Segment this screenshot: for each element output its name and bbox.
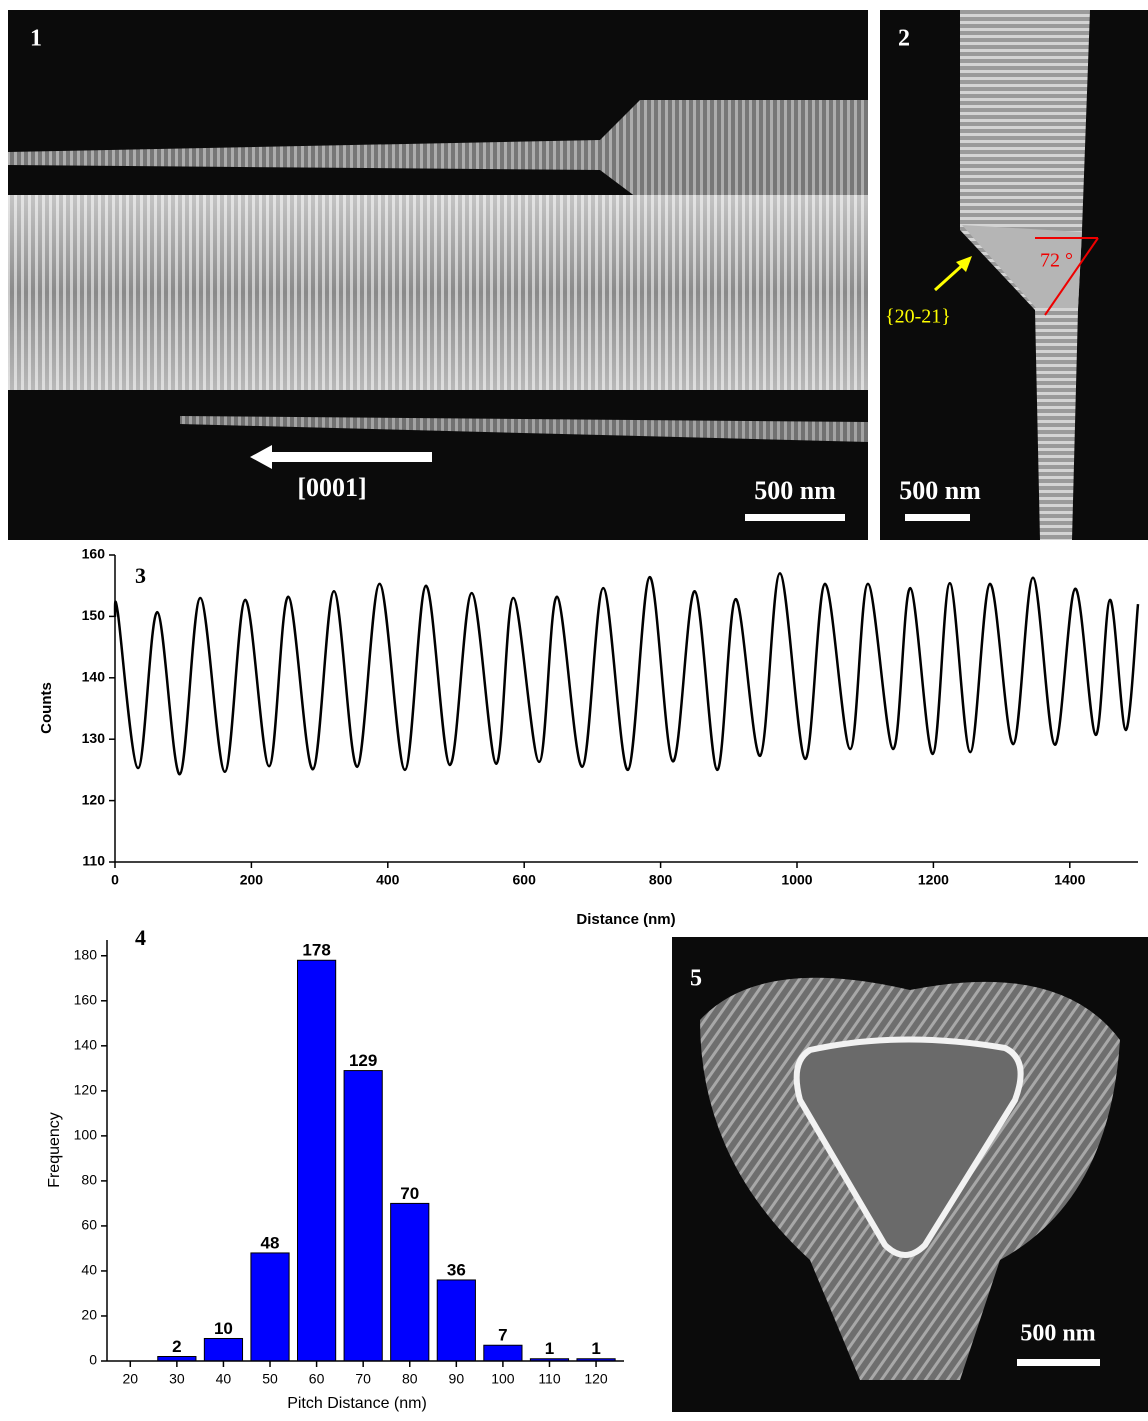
data-label: 7 [498, 1326, 507, 1345]
bar [250, 1252, 290, 1362]
data-label: 48 [261, 1233, 280, 1252]
panel-label: 2 [898, 26, 910, 52]
panel-label: 5 [690, 966, 702, 992]
scale-bar-label: 500 nm [899, 476, 981, 505]
y-tick-label: 110 [82, 853, 105, 869]
bar [390, 1202, 430, 1362]
x-tick-label: 70 [355, 1371, 371, 1387]
y-tick-label: 0 [89, 1352, 97, 1368]
x-tick-label: 600 [513, 872, 537, 888]
data-label: 2 [172, 1337, 181, 1356]
y-tick-label: 20 [81, 1307, 97, 1323]
x-tick-label: 20 [122, 1371, 138, 1387]
y-tick-label: 100 [74, 1127, 98, 1143]
x-tick-label: 400 [376, 872, 400, 888]
y-tick-label: 60 [81, 1217, 97, 1233]
x-tick-label: 1200 [918, 872, 949, 888]
data-label: 10 [214, 1319, 233, 1338]
data-label: 1 [545, 1339, 554, 1358]
y-tick-label: 140 [74, 1037, 98, 1053]
x-tick-label: 100 [491, 1371, 515, 1387]
y-tick-label: 120 [74, 1082, 98, 1098]
sem-panel-5: 5 500 nm [672, 937, 1148, 1412]
x-tick-label: 110 [538, 1371, 561, 1387]
angle-label: 72 ° [1040, 250, 1073, 272]
x-tick-label: 120 [584, 1371, 608, 1387]
y-tick-label: 130 [82, 730, 106, 746]
x-tick-label: 60 [309, 1371, 325, 1387]
facet-label: {20-21} [885, 306, 951, 328]
x-tick-label: 1400 [1054, 872, 1085, 888]
x-axis-title: Pitch Distance (nm) [287, 1395, 427, 1412]
sem-panel-1: 1 [0001] 500 nm [8, 10, 868, 540]
y-tick-label: 150 [82, 607, 106, 623]
scale-bar-label: 500 nm [1020, 1321, 1095, 1347]
bar [203, 1337, 244, 1362]
x-tick-label: 40 [216, 1371, 232, 1387]
y-tick-label: 160 [74, 991, 98, 1007]
y-tick-label: 40 [81, 1262, 97, 1278]
bar [343, 1070, 383, 1362]
data-label: 178 [302, 941, 330, 960]
y-tick-label: 180 [74, 946, 98, 962]
data-label: 36 [447, 1260, 466, 1279]
bar [483, 1344, 523, 1362]
bar [296, 959, 337, 1362]
x-tick-label: 1000 [781, 872, 812, 888]
y-tick-label: 80 [81, 1172, 97, 1188]
scale-bar-label: 500 nm [754, 476, 836, 505]
x-tick-label: 90 [449, 1371, 465, 1387]
panel-label: 3 [135, 563, 146, 588]
x-tick-label: 200 [240, 872, 264, 888]
y-tick-label: 160 [82, 546, 106, 562]
x-tick-label: 50 [262, 1371, 278, 1387]
x-tick-label: 0 [111, 872, 119, 888]
x-tick-label: 80 [402, 1371, 418, 1387]
bar [436, 1279, 476, 1362]
sem-panel-2: 2 72 ° {20-21} 500 nm [880, 10, 1148, 540]
panel-label: 4 [135, 925, 146, 950]
y-tick-label: 140 [82, 669, 106, 685]
y-axis-title: Counts [38, 682, 55, 734]
data-label: 1 [591, 1339, 600, 1358]
data-line [113, 572, 1140, 776]
data-label: 70 [400, 1184, 419, 1203]
panel-label: 1 [30, 26, 42, 52]
data-label: 129 [349, 1051, 377, 1070]
y-axis-title: Frequency [46, 1112, 63, 1188]
x-axis-title: Distance (nm) [576, 911, 675, 928]
x-tick-label: 30 [169, 1371, 185, 1387]
y-tick-label: 120 [82, 791, 106, 807]
x-tick-label: 800 [649, 872, 673, 888]
direction-label: [0001] [297, 473, 366, 502]
